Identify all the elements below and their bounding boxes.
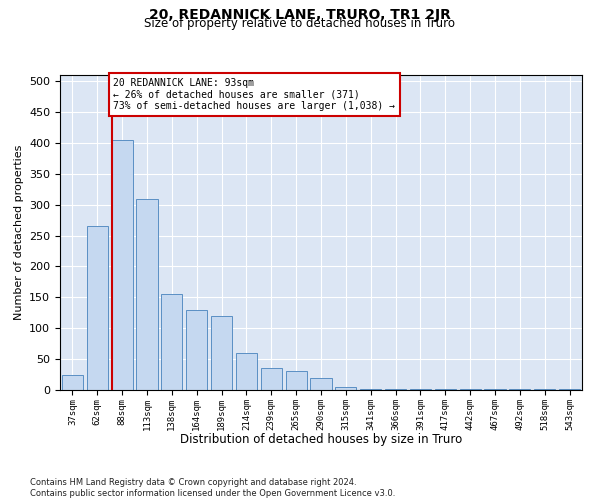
Bar: [87, 226, 108, 390]
Bar: [211, 316, 232, 390]
Bar: [286, 372, 307, 390]
Text: 20 REDANNICK LANE: 93sqm
← 26% of detached houses are smaller (371)
73% of semi-: 20 REDANNICK LANE: 93sqm ← 26% of detach…: [113, 78, 395, 112]
Bar: [360, 389, 381, 390]
Bar: [236, 353, 257, 390]
Bar: [112, 140, 133, 390]
Bar: [186, 310, 207, 390]
Text: 20, REDANNICK LANE, TRURO, TR1 2JR: 20, REDANNICK LANE, TRURO, TR1 2JR: [149, 8, 451, 22]
Y-axis label: Number of detached properties: Number of detached properties: [14, 145, 23, 320]
Text: Contains HM Land Registry data © Crown copyright and database right 2024.
Contai: Contains HM Land Registry data © Crown c…: [30, 478, 395, 498]
Bar: [62, 374, 83, 390]
Bar: [261, 368, 282, 390]
Bar: [161, 294, 182, 390]
Bar: [335, 387, 356, 390]
Text: Size of property relative to detached houses in Truro: Size of property relative to detached ho…: [145, 18, 455, 30]
Bar: [136, 198, 158, 390]
Text: Distribution of detached houses by size in Truro: Distribution of detached houses by size …: [180, 432, 462, 446]
Bar: [310, 378, 332, 390]
